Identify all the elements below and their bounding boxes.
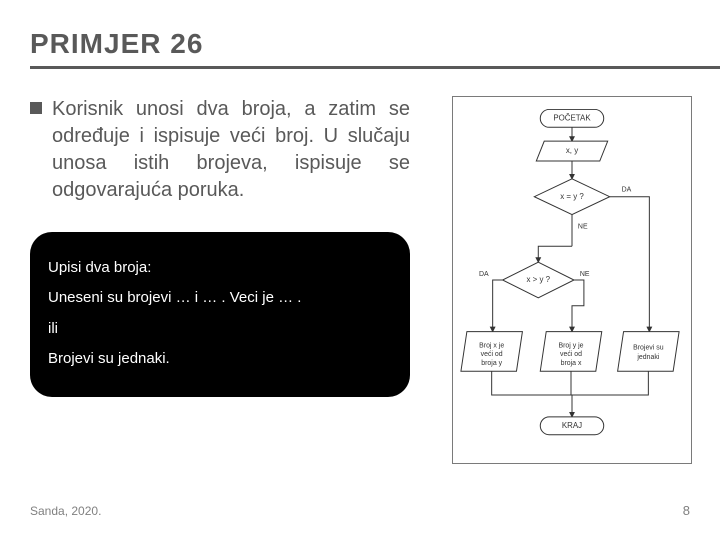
flow-out-x-l2: veći od — [481, 351, 503, 358]
flow-out-y-l3: broja x — [561, 360, 582, 367]
console-line: ili — [48, 319, 392, 339]
flow-yes1: DA — [622, 187, 632, 194]
flow-out-eq-l1: Brojevi su — [633, 344, 664, 351]
bullet-text: Korisnik unosi dva broja, a zatim se odr… — [52, 96, 410, 204]
footer-author: Sanda, 2020. — [30, 504, 101, 518]
flow-end-label: KRAJ — [562, 421, 582, 430]
flow-cond2-label: x > y ? — [527, 275, 551, 284]
page-number: 8 — [683, 503, 690, 518]
flow-cond1-label: x = y ? — [560, 192, 584, 201]
flow-no2: NE — [580, 271, 590, 278]
flow-out-y-l2: veći od — [560, 351, 582, 358]
slide-title: PRIMJER 26 — [30, 28, 720, 69]
bullet-icon — [30, 102, 42, 114]
console-line: Brojevi su jednaki. — [48, 349, 392, 369]
flowchart: POČETAK x, y x = y ? DA NE x > y ? DA NE… — [452, 96, 692, 464]
flow-start-label: POČETAK — [553, 113, 591, 122]
flow-out-x-l3: broja y — [481, 360, 502, 367]
bullet-block: Korisnik unosi dva broja, a zatim se odr… — [30, 96, 410, 204]
flow-out-x-l1: Broj x je — [479, 342, 504, 349]
console-line: Uneseni su brojevi … i … . Veci je … . — [48, 288, 392, 308]
flow-input-label: x, y — [566, 146, 578, 155]
flow-out-y-l1: Broj y je — [558, 342, 583, 349]
console-line: Upisi dva broja: — [48, 258, 392, 278]
console-output: Upisi dva broja: Uneseni su brojevi … i … — [30, 232, 410, 397]
flow-yes2: DA — [479, 271, 489, 278]
flow-out-eq-l2: jednaki — [636, 354, 659, 361]
flow-out-eq — [618, 332, 679, 372]
flow-no1: NE — [578, 223, 588, 230]
